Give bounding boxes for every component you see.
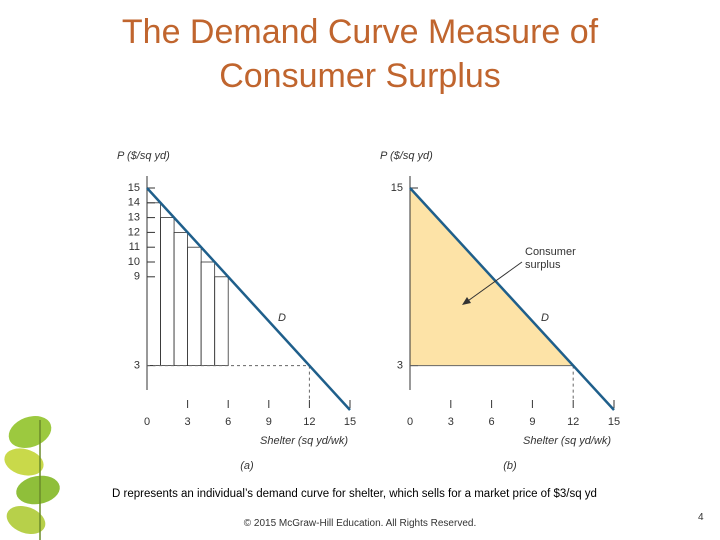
- y-tick-label: 11: [129, 241, 140, 253]
- x-tick-label: 3: [448, 416, 454, 428]
- x-axis-label: Shelter (sq yd/wk): [260, 435, 348, 447]
- x-tick-label: 6: [489, 416, 495, 428]
- y-tick-label: 9: [134, 271, 140, 283]
- demand-curve: [409, 187, 615, 411]
- x-tick-label: 0: [407, 416, 413, 428]
- panel-label: (a): [240, 460, 254, 472]
- footer: © 2015 McGraw-Hill Education. All Rights…: [243, 518, 477, 529]
- surplus-step: [173, 231, 188, 366]
- y-tick-label: 14: [128, 197, 140, 209]
- page-number: 4: [698, 512, 704, 523]
- y-tick-label: 10: [128, 256, 140, 268]
- surplus-step: [187, 246, 202, 366]
- surplus-step: [146, 202, 161, 367]
- y-tick-label: 13: [128, 212, 140, 224]
- annotation: Consumer surplus: [525, 246, 576, 271]
- curve-label: D: [278, 312, 286, 324]
- y-tick-label: 15: [391, 182, 403, 194]
- arrow-head: [462, 297, 471, 305]
- panel-label: (b): [503, 460, 517, 472]
- leaf-decoration: [4, 416, 60, 540]
- y-axis-label: P ($/sq yd): [380, 150, 433, 162]
- y-axis-label: P ($/sq yd): [117, 150, 170, 162]
- curve-label: D: [541, 312, 549, 324]
- surplus-step: [200, 261, 216, 366]
- x-tick-label: 12: [303, 416, 315, 428]
- x-tick-label: 3: [185, 416, 191, 428]
- surplus-step: [160, 217, 175, 367]
- slide-title: The Demand Curve Measure of Consumer Sur…: [121, 13, 599, 95]
- x-tick-label: 6: [225, 416, 231, 428]
- caption: D represents an individual’s demand curv…: [112, 488, 597, 500]
- x-axis-label: Shelter (sq yd/wk): [523, 435, 611, 447]
- x-tick-label: 9: [529, 416, 535, 428]
- x-tick-label: 15: [344, 416, 356, 428]
- y-tick-label: 15: [128, 182, 140, 194]
- x-tick-label: 0: [144, 416, 150, 428]
- y-tick-label: 3: [134, 360, 140, 372]
- y-tick-label: 3: [397, 360, 403, 372]
- x-tick-label: 12: [567, 416, 579, 428]
- annotation-arrow: [464, 261, 523, 304]
- x-tick-label: 9: [266, 416, 272, 428]
- demand-curve: [146, 187, 351, 411]
- x-tick-label: 15: [608, 416, 620, 428]
- surplus-step: [214, 276, 229, 366]
- y-tick-label: 12: [128, 226, 140, 238]
